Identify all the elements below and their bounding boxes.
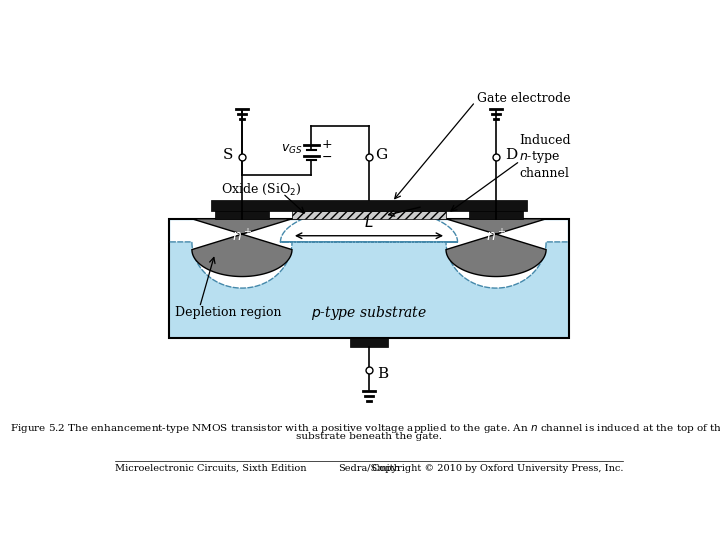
Text: Figure 5.2 The enhancement-type NMOS transistor with a positive voltage applied : Figure 5.2 The enhancement-type NMOS tra… — [10, 422, 720, 435]
Text: $p$-type substrate: $p$-type substrate — [311, 303, 427, 322]
Bar — [211, 200, 527, 211]
Text: $n^+$: $n^+$ — [486, 227, 506, 245]
Text: substrate beneath the gate.: substrate beneath the gate. — [296, 432, 442, 441]
Text: Oxide (SiO$_2$): Oxide (SiO$_2$) — [221, 182, 302, 197]
Text: $v_{GS}$: $v_{GS}$ — [281, 143, 302, 156]
Text: Microelectronic Circuits, Sixth Edition: Microelectronic Circuits, Sixth Edition — [115, 464, 307, 473]
Polygon shape — [446, 219, 546, 276]
Text: G: G — [375, 148, 387, 162]
Bar — [215, 208, 269, 219]
Text: +: + — [322, 138, 333, 151]
Text: −: − — [322, 151, 333, 164]
Polygon shape — [192, 219, 292, 276]
Text: Gate electrode: Gate electrode — [477, 92, 570, 105]
Bar — [350, 338, 388, 347]
Bar — [168, 219, 570, 338]
Text: D: D — [505, 148, 518, 162]
Bar — [292, 211, 446, 219]
Polygon shape — [171, 207, 567, 288]
Text: Depletion region: Depletion region — [175, 306, 282, 319]
Text: B: B — [377, 367, 388, 381]
Text: Copyright © 2010 by Oxford University Press, Inc.: Copyright © 2010 by Oxford University Pr… — [372, 464, 623, 473]
Text: Induced
$n$-type
channel: Induced $n$-type channel — [519, 134, 571, 180]
Bar — [469, 208, 523, 219]
Text: S: S — [222, 148, 233, 162]
Text: Sedra/Smith: Sedra/Smith — [338, 464, 400, 473]
Text: $L$: $L$ — [364, 214, 374, 231]
Text: $n^+$: $n^+$ — [232, 227, 252, 245]
